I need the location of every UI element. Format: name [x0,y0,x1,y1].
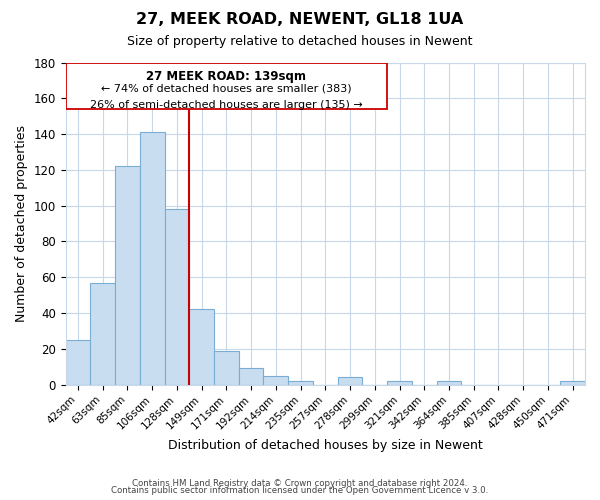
Bar [190,310,214,384]
Text: ← 74% of detached houses are smaller (383): ← 74% of detached houses are smaller (38… [101,84,352,94]
Bar [560,381,585,384]
FancyBboxPatch shape [65,62,387,109]
Text: Size of property relative to detached houses in Newent: Size of property relative to detached ho… [127,35,473,48]
Bar [387,381,412,384]
Bar [65,340,91,384]
Bar [214,350,239,384]
Bar [140,132,164,384]
Text: 27 MEEK ROAD: 139sqm: 27 MEEK ROAD: 139sqm [146,70,307,82]
Text: Contains HM Land Registry data © Crown copyright and database right 2024.: Contains HM Land Registry data © Crown c… [132,478,468,488]
Text: 27, MEEK ROAD, NEWENT, GL18 1UA: 27, MEEK ROAD, NEWENT, GL18 1UA [136,12,464,28]
Bar [288,381,313,384]
Bar [164,209,190,384]
Bar [263,376,288,384]
Y-axis label: Number of detached properties: Number of detached properties [15,125,28,322]
Bar [115,166,140,384]
Bar [239,368,263,384]
X-axis label: Distribution of detached houses by size in Newent: Distribution of detached houses by size … [168,440,483,452]
Bar [338,378,362,384]
Bar [91,282,115,384]
Text: 26% of semi-detached houses are larger (135) →: 26% of semi-detached houses are larger (… [90,100,363,110]
Bar [437,381,461,384]
Text: Contains public sector information licensed under the Open Government Licence v : Contains public sector information licen… [112,486,488,495]
